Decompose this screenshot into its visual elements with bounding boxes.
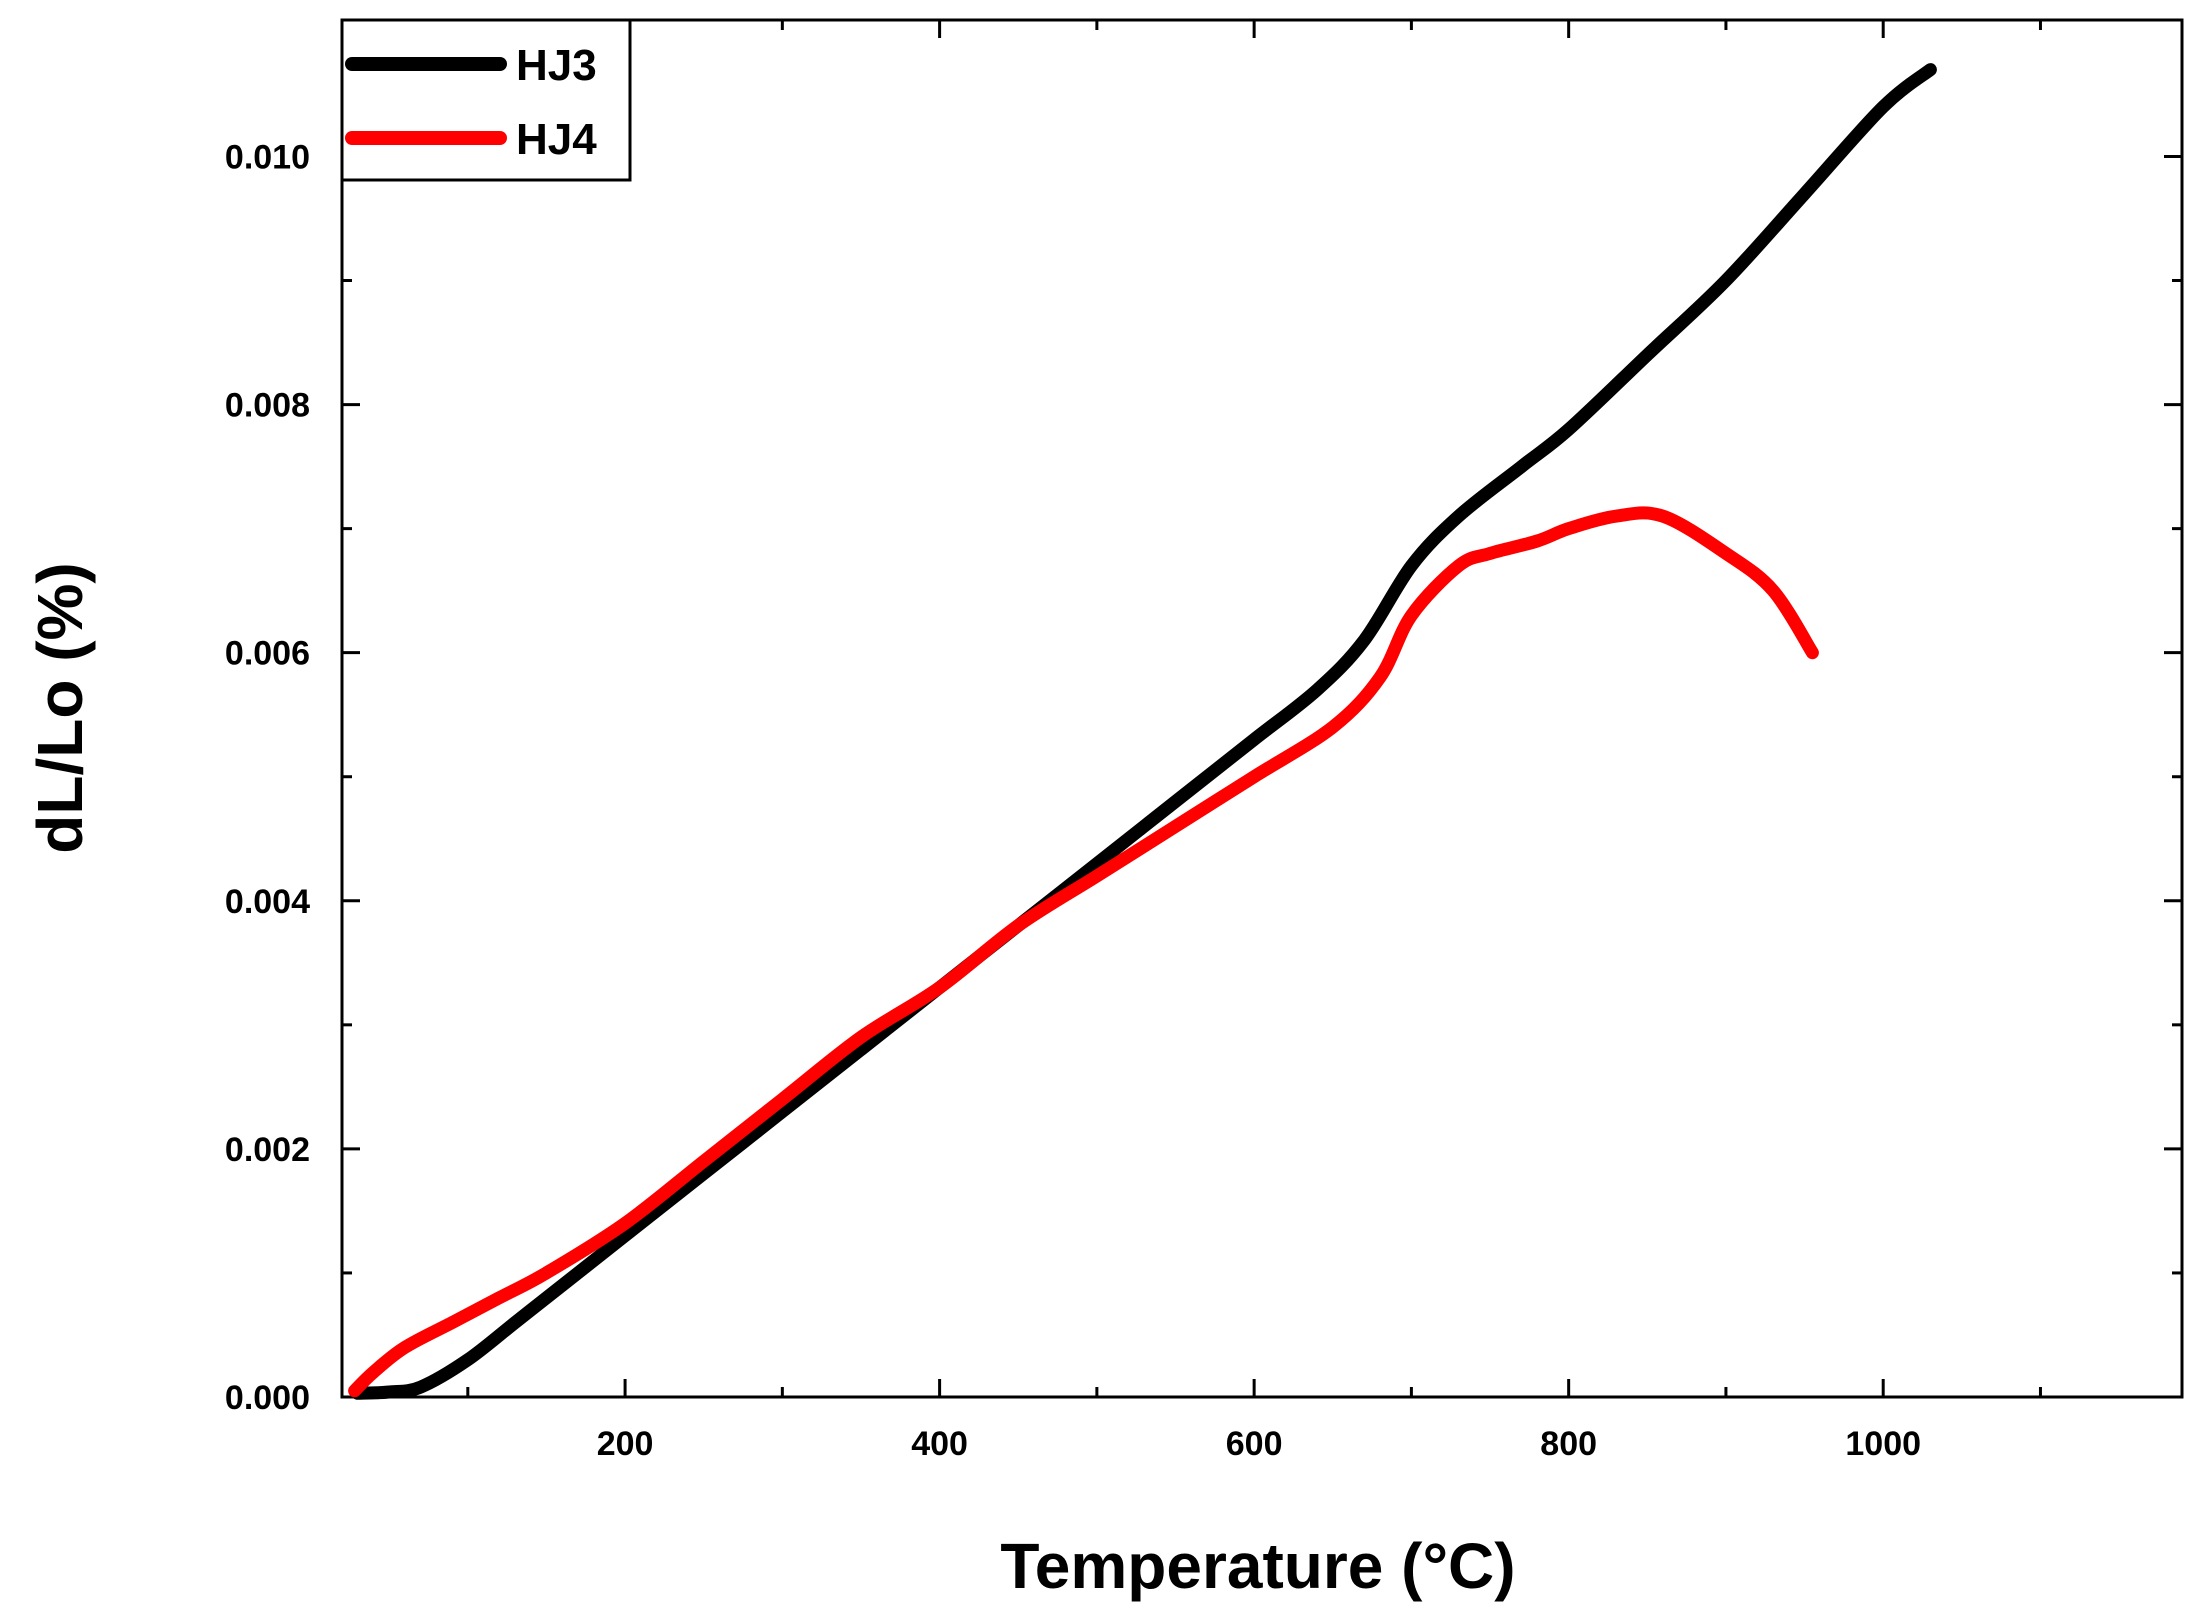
- legend-label-hj3: HJ3: [516, 41, 597, 90]
- x-tick-label: 200: [597, 1425, 654, 1463]
- x-tick-label: 800: [1540, 1425, 1597, 1463]
- x-tick-label: 400: [911, 1425, 968, 1463]
- axis-ticks: [342, 20, 2182, 1399]
- y-tick-label: 0.000: [225, 1379, 310, 1417]
- y-tick-label: 0.004: [225, 883, 310, 921]
- legend-label-hj4: HJ4: [516, 115, 597, 164]
- y-tick-label: 0.010: [225, 138, 310, 176]
- legend: HJ3 HJ4: [340, 18, 632, 182]
- x-tick-label: 600: [1226, 1425, 1283, 1463]
- y-tick-label: 0.002: [225, 1131, 310, 1169]
- series-line-hj4: [348, 506, 1819, 1398]
- y-tick-label: 0.008: [225, 387, 310, 425]
- axis-tick-labels: 200 400 600 800 1000 0.000 0.002 0.004 0.006 0.00…: [225, 138, 1921, 1463]
- series-lines: [348, 63, 1937, 1400]
- y-axis-title: dL/Lo (%): [24, 562, 96, 853]
- y-tick-label: 0.006: [225, 635, 310, 673]
- series-line-hj3: [351, 63, 1937, 1400]
- x-axis-title: Temperature (°C): [1000, 1530, 1515, 1602]
- plot-frame: [340, 18, 2184, 1399]
- x-tick-label: 1000: [1845, 1425, 1921, 1463]
- legend-box: [340, 18, 632, 182]
